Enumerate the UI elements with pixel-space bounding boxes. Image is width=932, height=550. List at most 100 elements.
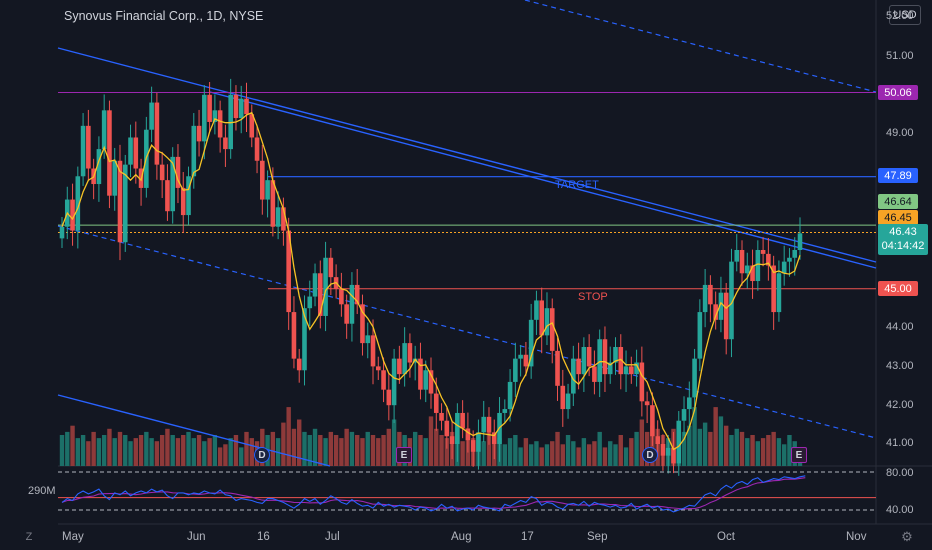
volume-bar — [702, 422, 708, 466]
volume-bar — [165, 428, 170, 466]
candle-body — [302, 308, 307, 371]
volume-bar — [381, 435, 386, 466]
candle-body — [191, 125, 197, 177]
volume-bar — [144, 431, 149, 466]
candle-body — [449, 436, 455, 444]
volume-bar — [138, 435, 144, 466]
candle-body — [349, 284, 355, 324]
candle-body — [723, 292, 729, 340]
volume-bar — [291, 428, 297, 466]
volume-bar — [460, 441, 465, 466]
candle-body — [781, 261, 787, 274]
candle-body — [117, 160, 123, 243]
candle-body — [660, 444, 666, 456]
candle-body — [491, 432, 497, 444]
candle-body — [370, 335, 376, 367]
volume-bar — [307, 435, 312, 466]
candle-body — [270, 180, 276, 227]
candle-body — [186, 176, 191, 216]
candle-body — [439, 412, 444, 421]
candle-body — [133, 137, 139, 169]
candle-body — [397, 358, 402, 375]
x-tick: 17 — [521, 531, 534, 543]
volume-bar — [159, 435, 165, 466]
volume-bar — [328, 431, 334, 466]
candle-body — [291, 312, 297, 359]
candle-body — [433, 393, 439, 413]
candle-body — [771, 265, 776, 313]
volume-bar — [639, 419, 645, 466]
candle-body — [402, 343, 407, 375]
y-tick: 52.00 — [886, 10, 914, 22]
volume-bar — [755, 441, 761, 466]
volume-bar — [175, 438, 181, 466]
candle-body — [629, 366, 634, 375]
dividend-marker[interactable]: D — [254, 447, 270, 463]
volume-bar — [713, 407, 718, 466]
volume-bar — [729, 435, 734, 466]
candle-body — [607, 362, 613, 375]
candle-body — [180, 187, 186, 216]
green-level-badge: 46.64 — [878, 194, 918, 209]
volume-bar — [629, 438, 634, 466]
volume-bar — [196, 435, 202, 466]
volume-bar — [249, 438, 254, 466]
volume-bar — [75, 438, 81, 466]
candle-body — [539, 300, 544, 336]
volume-bar — [787, 435, 792, 466]
volume-bar — [776, 438, 782, 466]
x-tick: May — [62, 531, 84, 543]
candle-body — [444, 420, 450, 437]
candle-body — [460, 412, 465, 429]
volume-bar — [428, 416, 434, 466]
candle-body — [254, 137, 260, 161]
currency-button[interactable]: USD — [889, 5, 921, 25]
level-high-badge: 50.06 — [878, 85, 918, 100]
volume-bar — [571, 441, 576, 466]
volume-bar — [555, 431, 560, 466]
rsi-ma-line — [61, 477, 806, 510]
earnings-marker[interactable]: E — [396, 447, 412, 463]
candle-body — [244, 98, 249, 115]
earnings-marker[interactable]: E — [791, 447, 807, 463]
volume-bar — [581, 438, 587, 466]
candle-body — [702, 284, 708, 313]
volume-bar — [80, 435, 86, 466]
candle-body — [586, 347, 592, 367]
candle-body — [613, 347, 618, 363]
candle-body — [766, 253, 771, 266]
volume-bar — [576, 447, 581, 466]
volume-bar — [191, 438, 196, 466]
dividend-marker[interactable]: D — [642, 447, 658, 463]
volume-bar — [96, 438, 102, 466]
volume-bar — [128, 441, 133, 466]
volume-bar — [202, 441, 207, 466]
volume-bar — [376, 438, 381, 466]
candle-body — [776, 273, 782, 313]
candle-body — [381, 370, 386, 390]
candle-body — [555, 350, 560, 386]
volume-bar — [781, 444, 787, 466]
volume-bar — [486, 431, 492, 466]
volume-bar — [481, 441, 486, 466]
symbol-title[interactable]: Synovus Financial Corp., 1D, NYSE — [64, 9, 264, 23]
volume-bar — [149, 438, 154, 466]
candle-body — [560, 385, 566, 410]
candle-body — [149, 102, 154, 130]
candle-body — [639, 362, 645, 402]
candle-body — [734, 250, 740, 262]
y-tick: 51.00 — [886, 50, 914, 62]
candle-body — [744, 265, 750, 274]
candle-body — [407, 343, 413, 363]
gear-icon[interactable]: ⚙ — [901, 529, 913, 544]
candle-body — [233, 94, 239, 119]
z-icon[interactable]: Z — [25, 531, 33, 543]
candle-body — [618, 347, 624, 375]
volume-bar — [333, 435, 339, 466]
candle-body — [202, 94, 207, 142]
volume-bar — [223, 444, 228, 466]
candle-body — [787, 257, 792, 262]
volume-bar — [281, 422, 286, 466]
current-price-badge: 46.43 04:14:42 — [878, 224, 928, 255]
